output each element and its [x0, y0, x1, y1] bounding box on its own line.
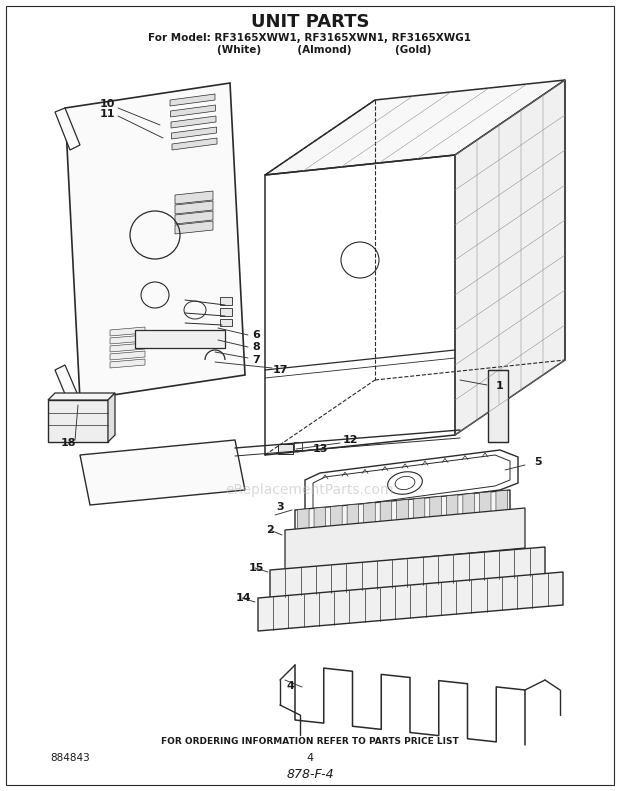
Polygon shape — [446, 495, 458, 536]
Polygon shape — [175, 221, 213, 234]
Polygon shape — [55, 365, 80, 406]
Text: For Model: RF3165XWW1, RF3165XWN1, RF3165XWG1: For Model: RF3165XWW1, RF3165XWN1, RF316… — [149, 33, 471, 43]
Polygon shape — [65, 83, 245, 400]
Polygon shape — [55, 108, 80, 150]
Polygon shape — [314, 507, 326, 548]
Polygon shape — [171, 116, 216, 128]
Polygon shape — [110, 351, 145, 360]
Polygon shape — [270, 547, 545, 598]
Text: 15: 15 — [249, 563, 264, 573]
Text: 4: 4 — [306, 753, 314, 763]
Polygon shape — [110, 359, 145, 368]
Text: 4: 4 — [286, 681, 294, 691]
Bar — [135, 330, 225, 348]
Bar — [294, 442, 302, 450]
Bar — [220, 297, 232, 305]
Text: 7: 7 — [252, 355, 260, 365]
Polygon shape — [347, 504, 359, 545]
Text: 17: 17 — [272, 365, 288, 375]
Polygon shape — [479, 492, 491, 533]
Polygon shape — [110, 327, 145, 336]
Text: 5: 5 — [534, 457, 542, 467]
Polygon shape — [455, 80, 565, 435]
Text: 12: 12 — [342, 435, 358, 445]
Text: 11: 11 — [99, 109, 115, 119]
Polygon shape — [175, 191, 213, 204]
Polygon shape — [172, 138, 217, 150]
Text: 3: 3 — [276, 502, 284, 512]
Polygon shape — [48, 393, 115, 400]
Polygon shape — [496, 490, 508, 532]
Polygon shape — [364, 502, 375, 543]
Polygon shape — [110, 343, 145, 352]
Text: 6: 6 — [252, 330, 260, 340]
Polygon shape — [397, 499, 409, 540]
Polygon shape — [175, 201, 213, 214]
Polygon shape — [265, 80, 565, 175]
Text: 8: 8 — [252, 342, 260, 352]
Bar — [220, 319, 232, 326]
Text: 14: 14 — [236, 593, 252, 603]
Text: (White)          (Almond)            (Gold): (White) (Almond) (Gold) — [188, 45, 432, 55]
Polygon shape — [430, 497, 441, 537]
Polygon shape — [298, 509, 309, 550]
Text: 2: 2 — [266, 525, 274, 535]
Polygon shape — [330, 505, 342, 547]
Bar — [488, 370, 508, 442]
Polygon shape — [175, 211, 213, 224]
Text: 884843: 884843 — [50, 753, 90, 763]
Text: FOR ORDERING INFORMATION REFER TO PARTS PRICE LIST: FOR ORDERING INFORMATION REFER TO PARTS … — [161, 736, 459, 745]
Bar — [278, 444, 293, 454]
Polygon shape — [170, 105, 216, 117]
Text: 1: 1 — [496, 381, 504, 391]
Polygon shape — [172, 127, 216, 139]
Text: UNIT PARTS: UNIT PARTS — [250, 13, 370, 31]
Text: 878-F-4: 878-F-4 — [286, 767, 334, 781]
Text: 13: 13 — [312, 444, 328, 454]
Bar — [48, 400, 108, 442]
Polygon shape — [380, 501, 392, 542]
Polygon shape — [258, 572, 563, 631]
Polygon shape — [80, 440, 245, 505]
Bar — [220, 308, 232, 316]
Polygon shape — [295, 490, 510, 550]
Text: 18: 18 — [60, 438, 76, 448]
Polygon shape — [463, 494, 474, 535]
Polygon shape — [110, 335, 145, 344]
Text: eReplacementParts.com: eReplacementParts.com — [226, 483, 394, 497]
Polygon shape — [170, 94, 215, 106]
Polygon shape — [285, 508, 525, 570]
Polygon shape — [414, 498, 425, 539]
Polygon shape — [108, 393, 115, 442]
Text: 10: 10 — [99, 99, 115, 109]
